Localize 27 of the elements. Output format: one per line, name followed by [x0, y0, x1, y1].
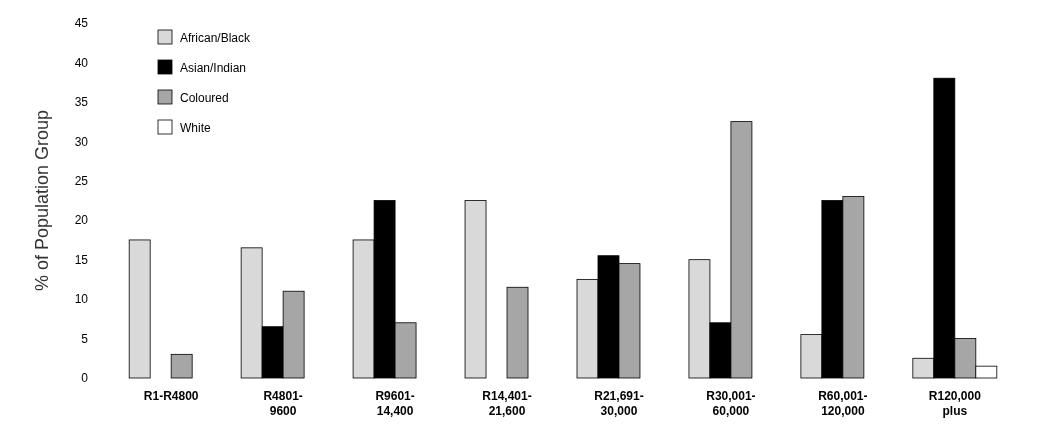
legend-label: White [180, 121, 211, 136]
bar [170, 353, 193, 379]
x-tick-label: R4801- 9600 [263, 389, 303, 418]
x-tick-label: R120,000 plus [928, 389, 982, 418]
y-tick-label: 0 [81, 371, 89, 386]
y-tick-label: 45 [74, 16, 89, 31]
y-tick-label: 10 [74, 292, 89, 307]
legend-label: Asian/Indian [180, 61, 247, 76]
x-tick-label: R60,001- 120,000 [818, 389, 868, 418]
legend-label: African/Black [180, 31, 252, 46]
x-tick-label: R14,401- 21,600 [482, 389, 532, 418]
x-tick-label: R9601- 14,400 [375, 389, 415, 418]
x-tick-label: R21,691- 30,000 [594, 389, 644, 418]
y-tick-label: 5 [81, 331, 89, 346]
y-tick-label: 30 [74, 134, 89, 149]
bar [128, 239, 151, 379]
x-tick-label: R1-R4800 [143, 389, 199, 403]
bar [506, 286, 529, 379]
y-tick-label: 35 [74, 95, 89, 110]
y-tick-label: 25 [74, 173, 89, 188]
y-axis-title: % of Population Group [32, 109, 52, 292]
x-tick-label: R30,001- 60,000 [706, 389, 756, 418]
legend-label: Coloured [180, 91, 229, 106]
y-tick-label: 20 [74, 213, 89, 228]
y-tick-label: 15 [74, 252, 89, 267]
bar [464, 200, 487, 379]
y-tick-label: 40 [74, 55, 89, 70]
